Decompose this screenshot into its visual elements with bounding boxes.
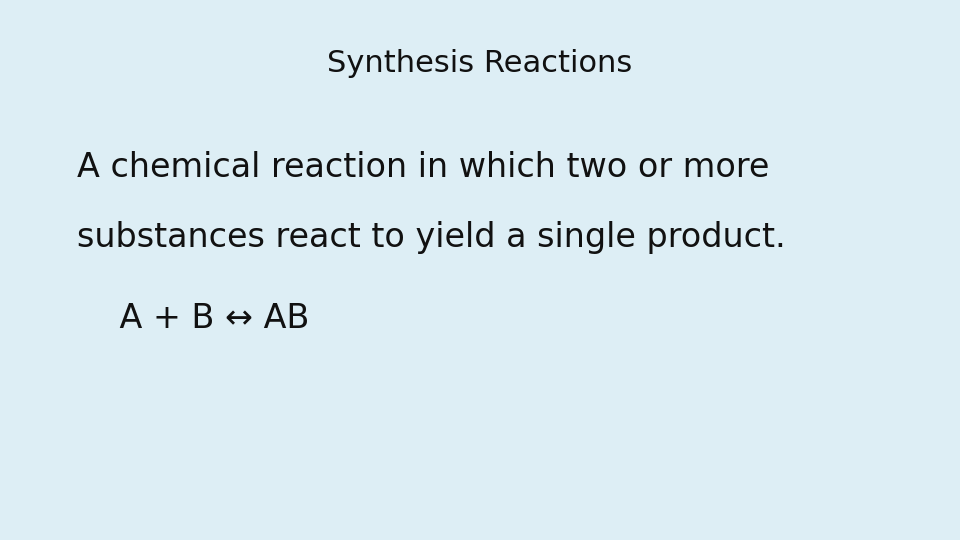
Text: A + B ↔ AB: A + B ↔ AB <box>77 302 309 335</box>
Text: A chemical reaction in which two or more: A chemical reaction in which two or more <box>77 151 769 184</box>
Text: substances react to yield a single product.: substances react to yield a single produ… <box>77 221 785 254</box>
Text: Synthesis Reactions: Synthesis Reactions <box>327 49 633 78</box>
